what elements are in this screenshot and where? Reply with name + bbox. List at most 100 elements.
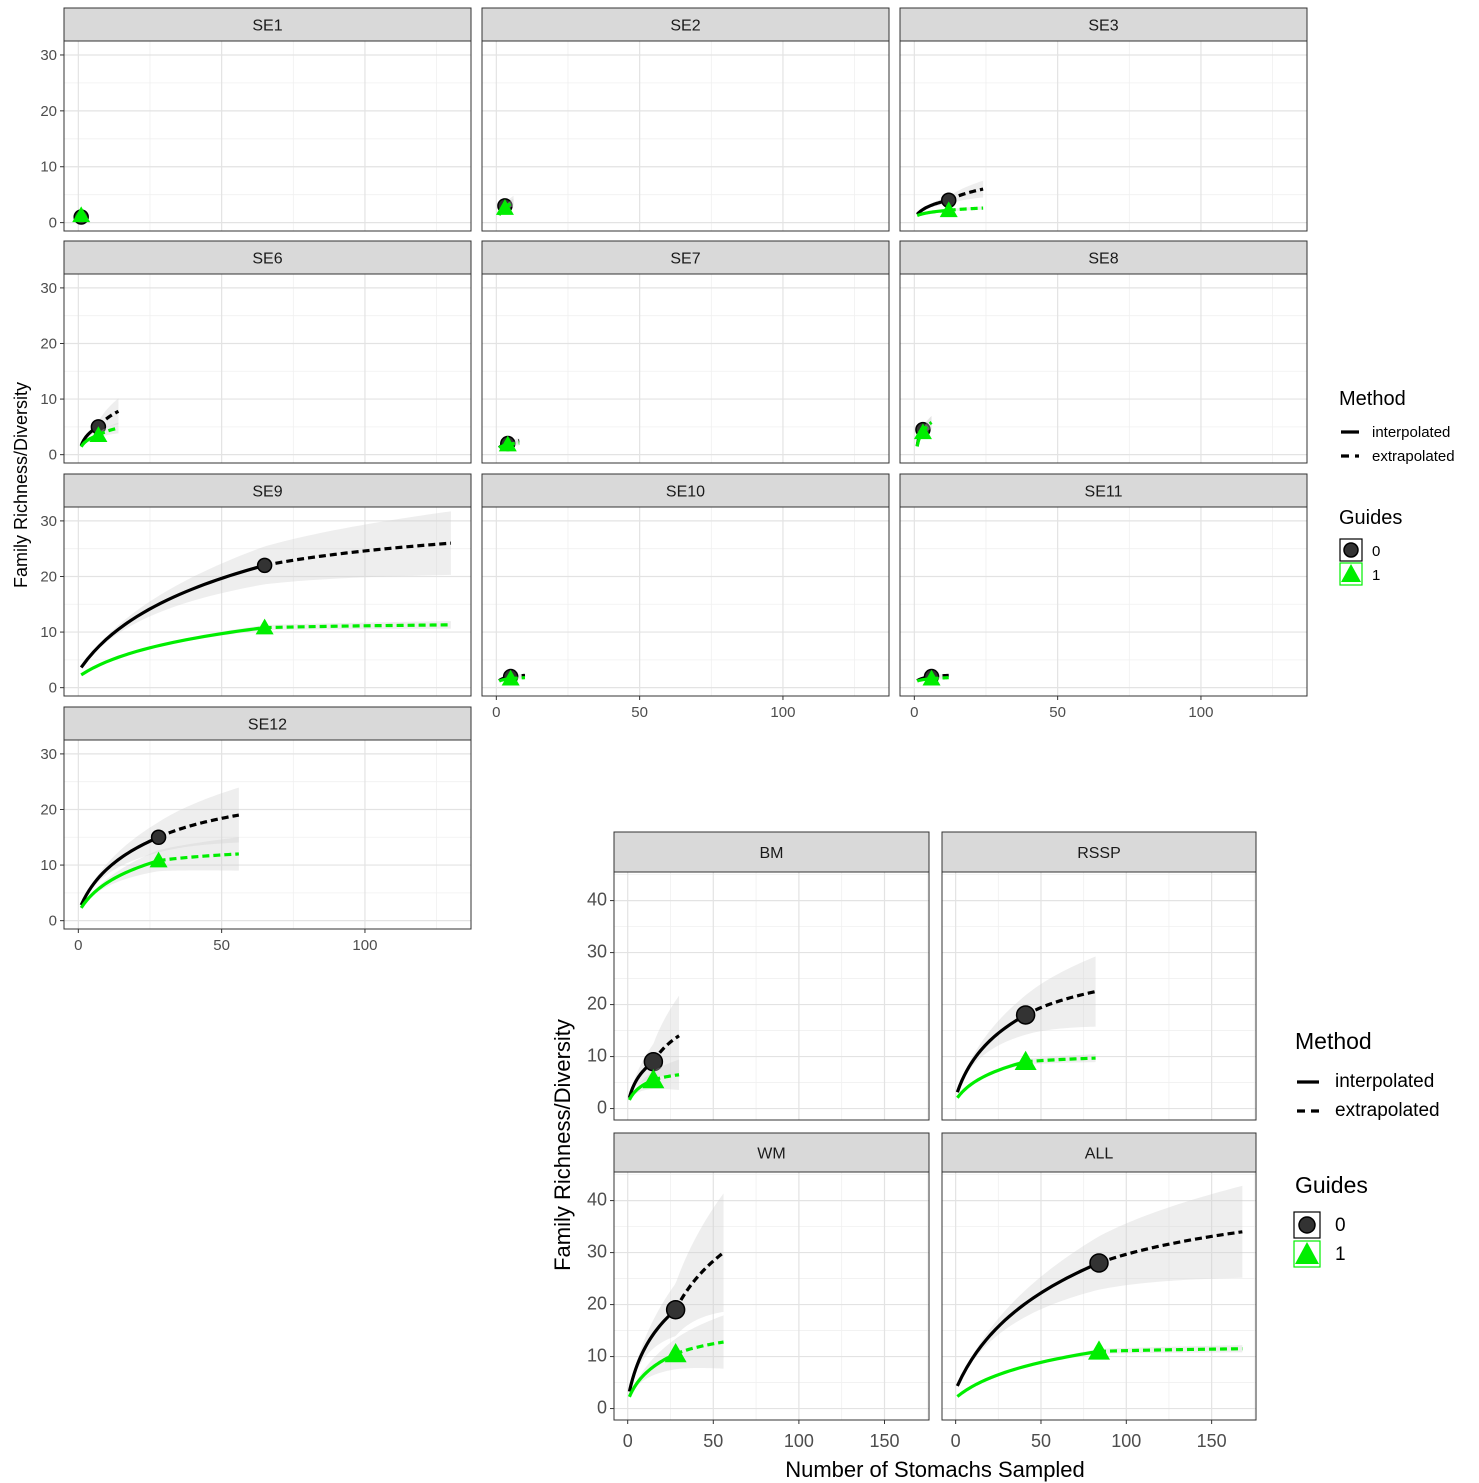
observed-point <box>72 206 91 223</box>
y-tick-label: 0 <box>49 680 57 697</box>
panel-background <box>942 872 1256 1120</box>
panel-background <box>900 41 1307 231</box>
panel-se1: SE1 0 10 20 30 <box>40 7 472 232</box>
panel-border <box>63 273 472 464</box>
panel-strip <box>63 240 472 275</box>
panel-se3: SE3 <box>899 7 1308 232</box>
panel-border <box>63 739 472 930</box>
observed-point <box>1089 1253 1109 1273</box>
y-tick-label: 10 <box>587 1046 607 1066</box>
y-tick-label: 30 <box>587 1242 607 1262</box>
panel-background <box>900 507 1307 696</box>
confidence-band <box>81 511 451 668</box>
panel-border <box>63 40 472 232</box>
y-axis-title: Family Richness/Diversity <box>550 1019 575 1271</box>
observed-point <box>255 618 274 635</box>
series-guide-0 <box>627 1193 725 1392</box>
x-tick-label: 50 <box>703 1431 723 1451</box>
legend-entry-guides: 1 <box>1372 567 1380 584</box>
series-guide-0 <box>79 787 240 906</box>
x-tick-label: 100 <box>352 937 377 954</box>
y-tick-label: 0 <box>49 913 57 930</box>
y-tick-label: 10 <box>587 1346 607 1366</box>
panel-strip-label: SE12 <box>248 717 287 734</box>
panel-background <box>64 41 471 231</box>
panel-strip-label: SE1 <box>252 18 282 35</box>
observed-point <box>1088 1340 1110 1360</box>
y-tick-label: 40 <box>587 1190 607 1210</box>
legend-key-circle <box>1298 1216 1316 1234</box>
panel-strip <box>899 240 1308 275</box>
legend-0: Method interpolated extrapolated Guides 0 1 <box>1339 388 1455 586</box>
chart-group-1: BM 0 10 20 30 40 RSSP WM 0 10 20 30 40 0 50 100 150 ALL 0 5… <box>587 831 1257 1451</box>
panel-strip <box>613 1132 930 1173</box>
panel-strip <box>899 7 1308 42</box>
legend-title-guides: Guides <box>1295 1172 1368 1198</box>
extrapolated-line <box>674 1251 725 1311</box>
panel-strip <box>63 706 472 741</box>
observed-point <box>149 851 168 868</box>
x-tick-label: 50 <box>1031 1431 1051 1451</box>
series-guide-0 <box>627 995 680 1099</box>
x-tick-label: 0 <box>74 937 82 954</box>
panel-se7: SE7 <box>481 240 890 464</box>
panel-background <box>64 507 471 696</box>
x-tick-label: 50 <box>631 704 648 721</box>
y-tick-label: 10 <box>40 857 57 874</box>
observed-point <box>150 829 167 846</box>
legend-key-circle <box>1343 542 1359 558</box>
interpolated-line <box>916 208 949 218</box>
x-tick-label: 150 <box>869 1431 899 1451</box>
panel-background <box>482 274 889 463</box>
observed-point <box>89 426 108 442</box>
observed-point <box>495 199 514 215</box>
x-tick-label: 50 <box>1049 704 1066 721</box>
y-tick-label: 20 <box>40 568 57 585</box>
panel-border <box>899 273 1308 464</box>
panel-border <box>481 40 890 232</box>
extrapolated-line <box>1098 1347 1243 1353</box>
extrapolated-line <box>948 206 984 212</box>
observed-point <box>501 669 520 686</box>
series-guide-1 <box>495 198 515 216</box>
panel-se12: SE12 0 10 20 30 0 50 100 <box>40 706 472 954</box>
y-tick-label: 20 <box>40 801 57 818</box>
panel-strip-label: ALL <box>1085 1146 1114 1163</box>
x-tick-label: 100 <box>1111 1431 1141 1451</box>
panel-all: ALL 0 50 100 150 <box>941 1132 1257 1451</box>
y-tick-label: 10 <box>40 391 57 408</box>
extrapolated-line <box>1098 1230 1243 1265</box>
interpolated-line <box>955 1263 1096 1387</box>
legend-entry-method: interpolated <box>1372 424 1450 441</box>
panel-strip-label: SE11 <box>1085 484 1123 501</box>
series-guide-0 <box>955 956 1096 1093</box>
series-guide-1 <box>627 1059 680 1101</box>
panel-background <box>482 507 889 696</box>
panel-strip <box>941 1132 1257 1173</box>
panel-strip-label: SE8 <box>1088 251 1118 268</box>
series-guide-1 <box>498 669 526 686</box>
panel-border <box>941 1171 1257 1421</box>
observed-point <box>642 1068 665 1089</box>
observed-point <box>1014 1050 1037 1071</box>
y-tick-label: 10 <box>40 159 57 176</box>
panel-wm: WM 0 10 20 30 40 0 50 100 150 <box>587 1132 930 1451</box>
panel-border <box>481 273 890 464</box>
panel-strip <box>481 473 890 508</box>
extrapolated-line <box>158 852 239 863</box>
y-tick-label: 40 <box>587 890 607 910</box>
panel-strip <box>899 473 1308 508</box>
observed-point <box>665 1300 686 1320</box>
observed-point <box>256 557 273 574</box>
panel-rssp: RSSP <box>941 831 1257 1121</box>
panel-border <box>613 871 930 1121</box>
x-axis-title: Number of Stomachs Sampled <box>785 1457 1085 1482</box>
legend-title-guides: Guides <box>1339 507 1402 529</box>
extrapolated-line <box>157 813 240 839</box>
observed-point <box>498 435 517 452</box>
series-guide-0 <box>955 1185 1243 1387</box>
series-guide-1 <box>79 837 239 909</box>
y-tick-label: 30 <box>40 280 57 297</box>
series-guide-1 <box>916 201 984 218</box>
legend-entry-method: interpolated <box>1335 1071 1434 1092</box>
